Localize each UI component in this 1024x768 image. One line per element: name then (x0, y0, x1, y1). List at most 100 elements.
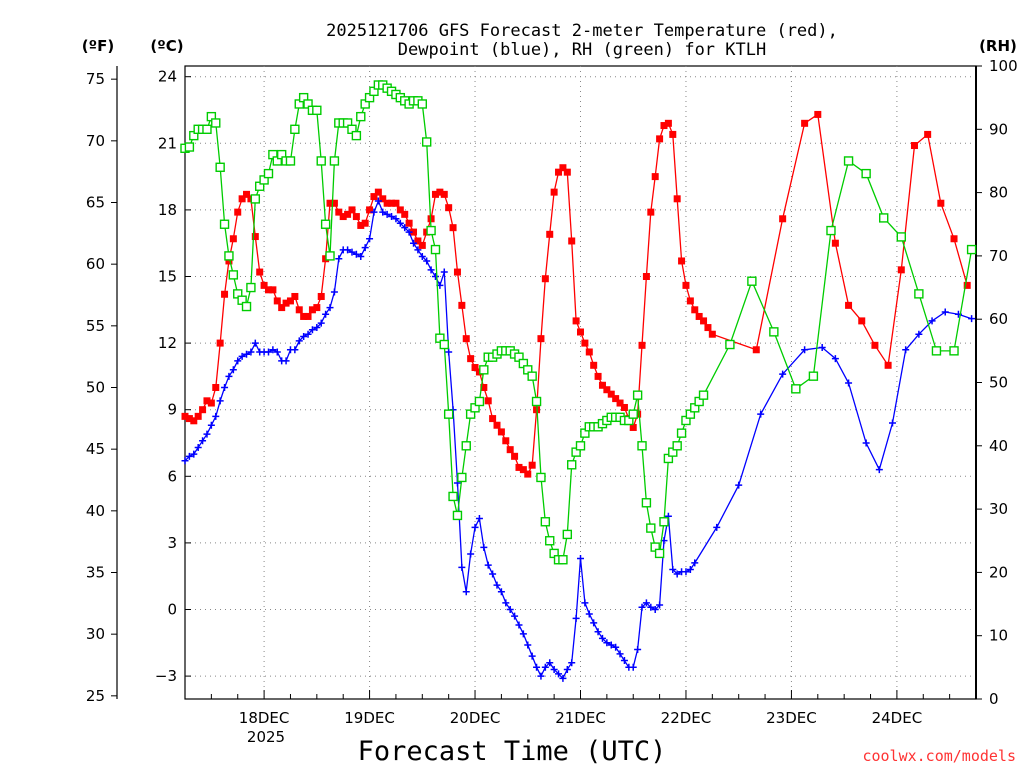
temperature-point (616, 399, 624, 407)
temperature-point (221, 290, 229, 298)
rh-point (747, 276, 757, 286)
temperature-point (963, 281, 971, 289)
dewpoint-point (462, 588, 470, 596)
temperature-point (620, 403, 628, 411)
temperature-point (269, 286, 277, 294)
temperature-point (194, 412, 202, 420)
celsius-tick-label: 6 (167, 467, 177, 485)
temperature-point (392, 199, 400, 207)
temperature-point (801, 119, 809, 127)
temperature-point (603, 386, 611, 394)
temperature-point (361, 219, 369, 227)
dewpoint-point (572, 614, 580, 622)
dewpoint-point (291, 346, 299, 354)
dewpoint-point (392, 215, 400, 223)
temperature-point (273, 297, 281, 305)
temperature-point (256, 268, 264, 276)
rh-tick-label: 80 (989, 184, 1008, 202)
dewpoint-point (238, 352, 246, 360)
temperature-point (308, 306, 316, 314)
temperature-point (598, 381, 606, 389)
dewpoint-point (968, 315, 976, 323)
temperature-point (537, 335, 545, 343)
x-day-label: 24DEC (872, 709, 923, 727)
dewpoint-point (366, 235, 374, 243)
dewpoint-point (221, 384, 229, 391)
celsius-tick-label: 15 (158, 268, 177, 286)
dewpoint-point (845, 379, 853, 387)
temperature-point (199, 406, 207, 414)
temperature-point (467, 355, 475, 363)
rh-point (202, 124, 212, 135)
temperature-point (458, 301, 466, 309)
dewpoint-point (282, 357, 290, 365)
dewpoint-point (831, 355, 839, 363)
dewpoint-point (647, 603, 655, 611)
dewpoint-point (735, 481, 743, 489)
rh-point (452, 510, 463, 521)
rh-point (632, 390, 643, 400)
dewpoint-point (555, 670, 563, 678)
rh-point (646, 523, 656, 533)
dewpoint-point (515, 621, 523, 629)
temperature-point (379, 195, 387, 203)
rh-point (861, 168, 871, 179)
temperature-point (225, 257, 233, 265)
dewpoint-point (568, 659, 576, 667)
celsius-tick-label: 9 (167, 401, 177, 419)
chart-title-line-2: Dewpoint (blue), RH (green) for KTLH (398, 40, 766, 60)
dewpoint-point (326, 304, 334, 312)
dewpoint-point (489, 570, 497, 578)
rh-point (628, 409, 638, 419)
dewpoint-point (638, 603, 646, 611)
temperature-point (203, 397, 211, 405)
rh-point (567, 460, 577, 470)
rh-point (843, 156, 854, 166)
dewpoint-point (642, 599, 650, 607)
temperature-point (462, 335, 470, 343)
temperature-point (396, 206, 404, 214)
dewpoint-point (915, 330, 923, 338)
temperature-point (440, 190, 448, 198)
dewpoint-point (216, 397, 224, 405)
temperature-point (401, 210, 409, 218)
temperature-point (431, 190, 439, 198)
rh-point (474, 396, 485, 407)
temperature-point (585, 348, 593, 356)
rh-point (527, 371, 537, 381)
dewpoint-point (405, 228, 413, 236)
fahrenheit-tick-label: 70 (86, 132, 105, 150)
temperature-point (752, 346, 760, 354)
temperature-point (779, 215, 787, 223)
celsius-tick-label: −3 (155, 667, 177, 685)
temperature-point (563, 168, 571, 176)
chart-title-line-1: 2025121706 GFS Forecast 2-meter Temperat… (326, 21, 838, 41)
dewpoint-point (928, 317, 936, 325)
rh-point (263, 168, 274, 179)
rh-point (698, 390, 709, 400)
fahrenheit-tick-label: 60 (86, 255, 105, 273)
dewpoint-point (559, 674, 567, 682)
temperature-point (366, 206, 374, 214)
dewpoint-point (889, 419, 897, 427)
temperature-point (339, 213, 347, 221)
rh-axis: 0 10 20 30 40 50 60 70 80 90 100 (975, 57, 1018, 708)
temperature-point (260, 281, 268, 289)
dewpoint-point (541, 663, 549, 671)
temperature-point (300, 312, 308, 320)
temperature-point (678, 257, 686, 265)
dewpoint-point (612, 643, 620, 651)
temperature-line (184, 113, 968, 476)
dewpoint-point (471, 523, 479, 531)
dewpoint-point (656, 601, 664, 609)
dewpoint-point (234, 357, 242, 365)
temperature-point (612, 395, 620, 403)
celsius-axis: −3 0 3 6 9 12 15 18 21 24 (155, 68, 191, 685)
dewpoint-point (577, 554, 584, 562)
temperature-point (264, 286, 272, 294)
rh-point (531, 396, 542, 407)
dewpoint-point (440, 268, 448, 276)
dewpoint-point (467, 550, 475, 558)
dewpoint-point (243, 350, 251, 358)
